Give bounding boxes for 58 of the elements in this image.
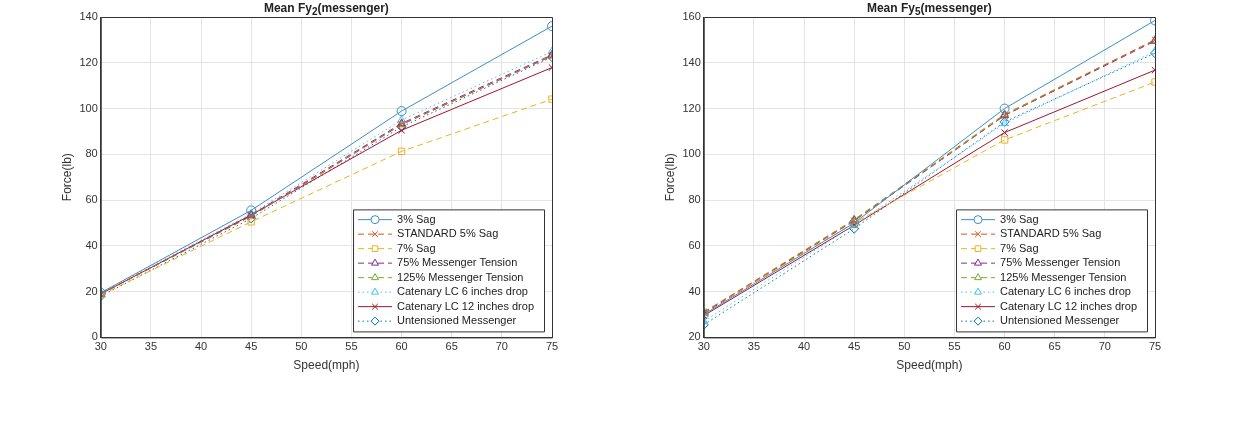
legend-label: 75% Messenger Tension bbox=[1000, 256, 1121, 269]
y-tick-label: 40 bbox=[85, 238, 98, 251]
x-axis-title: Speed(mph) bbox=[293, 358, 360, 373]
legend-label: 125% Messenger Tension bbox=[397, 270, 524, 283]
y-tick-label: 100 bbox=[682, 147, 701, 160]
legend-label: 3% Sag bbox=[1000, 212, 1039, 225]
x-tick-label: 60 bbox=[998, 340, 1011, 353]
y-tick-label: 120 bbox=[682, 101, 701, 114]
x-tick-label: 50 bbox=[898, 340, 911, 353]
x-tick-label: 75 bbox=[1148, 340, 1162, 353]
y-tick-label: 60 bbox=[688, 238, 701, 251]
x-tick-label: 70 bbox=[1098, 340, 1111, 353]
y-tick-label: 80 bbox=[85, 147, 98, 160]
y-tick-label: 0 bbox=[91, 330, 98, 343]
y-tick-label: 100 bbox=[79, 101, 98, 114]
x-tick-label: 35 bbox=[747, 340, 761, 353]
y-axis-title: Force(lb) bbox=[59, 153, 74, 202]
y-tick-label: 80 bbox=[688, 193, 701, 206]
legend-label: Catenary LC 6 inches drop bbox=[397, 285, 528, 298]
legend-label: 75% Messenger Tension bbox=[397, 256, 518, 269]
chart-title: Mean Fy$_{2}$(messenger) bbox=[262, 1, 390, 18]
legend-label: STANDARD 5% Sag bbox=[397, 227, 499, 240]
x-tick-label: 35 bbox=[144, 340, 158, 353]
x-tick-label: 45 bbox=[848, 340, 861, 353]
x-tick-label: 30 bbox=[697, 340, 710, 353]
x-tick-label: 40 bbox=[797, 340, 811, 353]
legend-label: Untensioned Messenger bbox=[1000, 314, 1120, 327]
x-tick-label: 55 bbox=[948, 340, 961, 353]
x-tick-label: 45 bbox=[245, 340, 258, 353]
x-tick-label: 70 bbox=[495, 340, 508, 353]
x-axis-title: Speed(mph) bbox=[896, 358, 963, 373]
legend-label: 7% Sag bbox=[397, 241, 436, 254]
y-axis-title: Force(lb) bbox=[662, 153, 677, 202]
y-tick-label: 60 bbox=[85, 193, 98, 206]
x-tick-label: 50 bbox=[295, 340, 308, 353]
x-tick-label: 75 bbox=[545, 340, 559, 353]
legend-label: 7% Sag bbox=[1000, 241, 1039, 254]
legend-label: Untensioned Messenger bbox=[397, 314, 517, 327]
legend-label: Catenary LC 6 inches drop bbox=[1000, 285, 1131, 298]
y-tick-label: 140 bbox=[79, 10, 98, 23]
y-tick-label: 40 bbox=[688, 284, 701, 297]
legend-label: Catenary LC 12 inches drop bbox=[1000, 299, 1137, 312]
y-tick-label: 160 bbox=[682, 10, 701, 23]
y-tick-label: 120 bbox=[79, 55, 98, 68]
x-tick-label: 65 bbox=[445, 340, 458, 353]
x-tick-label: 40 bbox=[194, 340, 208, 353]
x-tick-label: 65 bbox=[1048, 340, 1061, 353]
chart-title: Mean Fy$_{5}$(messenger) bbox=[865, 1, 993, 18]
y-tick-label: 20 bbox=[85, 284, 98, 297]
x-tick-label: 30 bbox=[94, 340, 107, 353]
legend-label: Catenary LC 12 inches drop bbox=[397, 299, 534, 312]
x-tick-label: 60 bbox=[395, 340, 408, 353]
y-tick-label: 140 bbox=[682, 55, 701, 68]
legend-label: 3% Sag bbox=[397, 212, 436, 225]
x-tick-label: 55 bbox=[345, 340, 358, 353]
legend-label: 125% Messenger Tension bbox=[1000, 270, 1127, 283]
y-tick-label: 20 bbox=[688, 330, 701, 343]
legend-label: STANDARD 5% Sag bbox=[1000, 227, 1102, 240]
